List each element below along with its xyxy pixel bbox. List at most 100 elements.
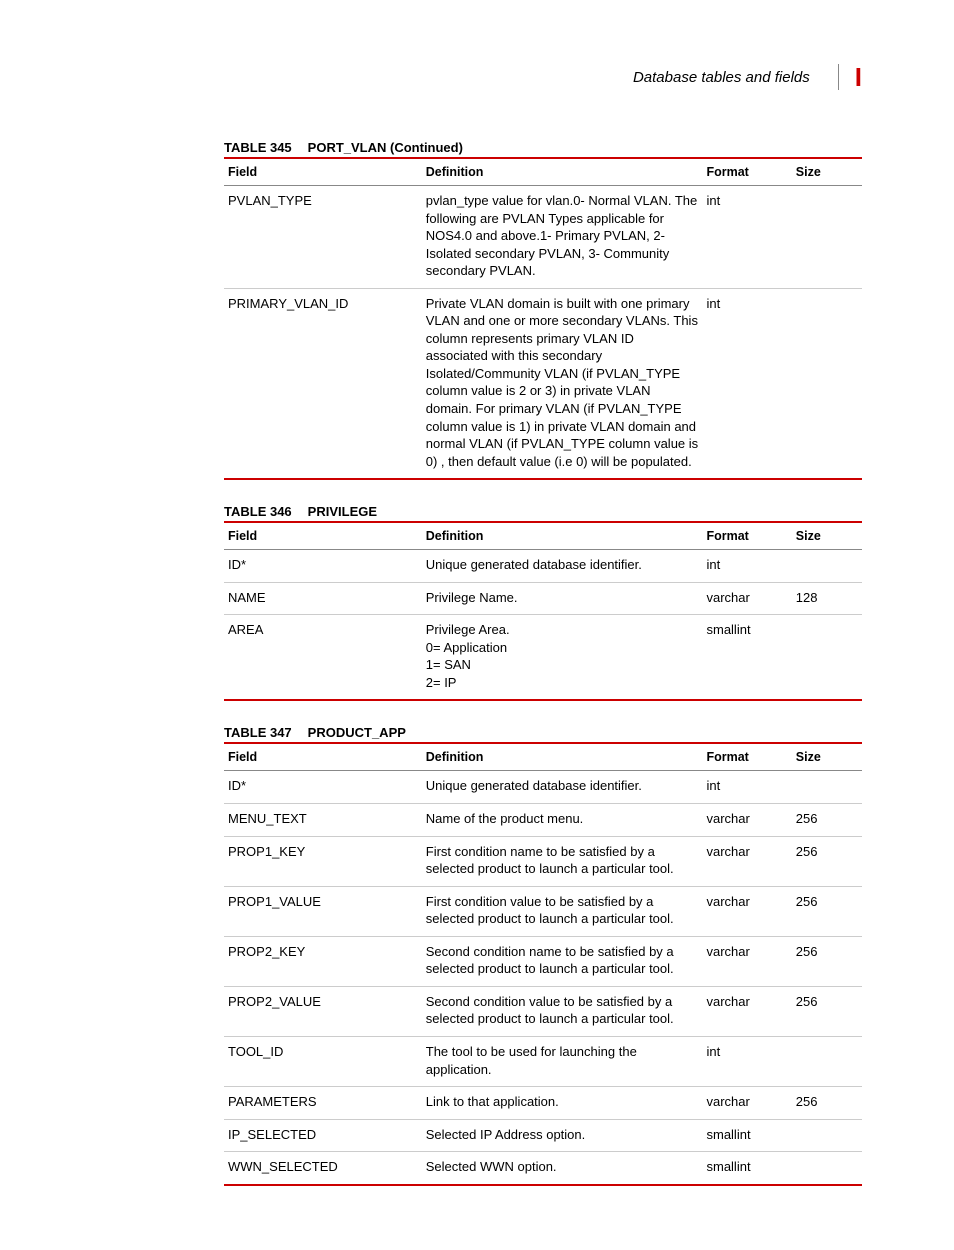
table-row: PARAMETERSLink to that application.varch… <box>224 1087 862 1120</box>
cell-size <box>792 550 862 583</box>
column-header-size: Size <box>792 522 862 550</box>
cell-format: varchar <box>702 804 791 837</box>
cell-definition: pvlan_type value for vlan.0- Normal VLAN… <box>422 186 703 289</box>
cell-format: int <box>702 186 791 289</box>
definition-line: Privilege Name. <box>426 589 699 607</box>
table-row: IP_SELECTEDSelected IP Address option.sm… <box>224 1119 862 1152</box>
table-caption: TABLE 347PRODUCT_APP <box>224 725 862 740</box>
cell-size: 256 <box>792 936 862 986</box>
column-header-definition: Definition <box>422 158 703 186</box>
cell-field: AREA <box>224 615 422 701</box>
cell-definition: Second condition value to be satisfied b… <box>422 986 703 1036</box>
table-row: AREAPrivilege Area.0= Application1= SAN2… <box>224 615 862 701</box>
definition-line: Unique generated database identifier. <box>426 556 699 574</box>
table-row: TOOL_IDThe tool to be used for launching… <box>224 1036 862 1086</box>
cell-field: PROP2_VALUE <box>224 986 422 1036</box>
cell-field: IP_SELECTED <box>224 1119 422 1152</box>
cell-format: int <box>702 288 791 479</box>
column-header-field: Field <box>224 743 422 771</box>
cell-size <box>792 186 862 289</box>
column-header-format: Format <box>702 743 791 771</box>
data-table: FieldDefinitionFormatSizeID*Unique gener… <box>224 521 862 701</box>
column-header-definition: Definition <box>422 743 703 771</box>
page-root: Database tables and fields I TABLE 345 PO… <box>0 0 954 1250</box>
cell-definition: The tool to be used for launching the ap… <box>422 1036 703 1086</box>
definition-line: Link to that application. <box>426 1093 699 1111</box>
cell-size <box>792 288 862 479</box>
section-title: Database tables and fields <box>633 69 810 86</box>
cell-definition: Second condition name to be satisfied by… <box>422 936 703 986</box>
table-number: TABLE 346 <box>224 504 292 519</box>
column-header-field: Field <box>224 522 422 550</box>
cell-field: PROP1_VALUE <box>224 886 422 936</box>
cell-size: 256 <box>792 986 862 1036</box>
cell-definition: First condition value to be satisfied by… <box>422 886 703 936</box>
cell-format: varchar <box>702 886 791 936</box>
definition-line: Second condition value to be satisfied b… <box>426 993 699 1028</box>
definition-line: First condition value to be satisfied by… <box>426 893 699 928</box>
page-header: Database tables and fields I <box>224 64 862 90</box>
cell-definition: Name of the product menu. <box>422 804 703 837</box>
cell-format: smallint <box>702 1152 791 1185</box>
table-title: PORT_VLAN (Continued) <box>308 140 463 155</box>
cell-size: 256 <box>792 804 862 837</box>
data-table: FieldDefinitionFormatSizePVLAN_TYPEpvlan… <box>224 157 862 480</box>
cell-format: smallint <box>702 615 791 701</box>
cell-format: int <box>702 1036 791 1086</box>
cell-field: WWN_SELECTED <box>224 1152 422 1185</box>
table-caption: TABLE 345 PORT_VLAN (Continued) <box>224 140 862 155</box>
definition-line: First condition name to be satisfied by … <box>426 843 699 878</box>
cell-field: TOOL_ID <box>224 1036 422 1086</box>
cell-size: 256 <box>792 836 862 886</box>
cell-size: 128 <box>792 582 862 615</box>
cell-format: int <box>702 771 791 804</box>
table-number: TABLE 347 <box>224 725 292 740</box>
column-header-format: Format <box>702 522 791 550</box>
cell-size: 256 <box>792 1087 862 1120</box>
table-row: ID*Unique generated database identifier.… <box>224 550 862 583</box>
table-row: PVLAN_TYPEpvlan_type value for vlan.0- N… <box>224 186 862 289</box>
cell-definition: Selected IP Address option. <box>422 1119 703 1152</box>
table-row: NAMEPrivilege Name.varchar128 <box>224 582 862 615</box>
cell-field: MENU_TEXT <box>224 804 422 837</box>
cell-size <box>792 1119 862 1152</box>
cell-definition: Private VLAN domain is built with one pr… <box>422 288 703 479</box>
definition-line: Second condition name to be satisfied by… <box>426 943 699 978</box>
cell-format: varchar <box>702 582 791 615</box>
cell-format: varchar <box>702 986 791 1036</box>
tables-container: TABLE 345PORT_VLAN (Continued)FieldDefin… <box>224 140 862 1186</box>
column-header-size: Size <box>792 743 862 771</box>
cell-definition: Link to that application. <box>422 1087 703 1120</box>
cell-format: varchar <box>702 836 791 886</box>
definition-line: Private VLAN domain is built with one pr… <box>426 295 699 470</box>
data-table: FieldDefinitionFormatSizeID*Unique gener… <box>224 742 862 1185</box>
table-row: PRIMARY_VLAN_IDPrivate VLAN domain is bu… <box>224 288 862 479</box>
cell-definition: First condition name to be satisfied by … <box>422 836 703 886</box>
cell-format: int <box>702 550 791 583</box>
table-row: PROP2_VALUESecond condition value to be … <box>224 986 862 1036</box>
cell-field: ID* <box>224 771 422 804</box>
table-number: TABLE 345 <box>224 140 292 155</box>
definition-line: 2= IP <box>426 674 699 692</box>
cell-field: PARAMETERS <box>224 1087 422 1120</box>
definition-line: Selected WWN option. <box>426 1158 699 1176</box>
definition-line: Selected IP Address option. <box>426 1126 699 1144</box>
cell-size <box>792 1152 862 1185</box>
table-row: ID*Unique generated database identifier.… <box>224 771 862 804</box>
column-header-field: Field <box>224 158 422 186</box>
cell-field: ID* <box>224 550 422 583</box>
cell-definition: Unique generated database identifier. <box>422 550 703 583</box>
column-header-format: Format <box>702 158 791 186</box>
cell-size <box>792 1036 862 1086</box>
definition-line: 1= SAN <box>426 656 699 674</box>
cell-size: 256 <box>792 886 862 936</box>
definition-line: pvlan_type value for vlan.0- Normal VLAN… <box>426 192 699 280</box>
cell-definition: Privilege Name. <box>422 582 703 615</box>
cell-format: varchar <box>702 936 791 986</box>
cell-size <box>792 771 862 804</box>
column-header-definition: Definition <box>422 522 703 550</box>
cell-definition: Unique generated database identifier. <box>422 771 703 804</box>
definition-line: 0= Application <box>426 639 699 657</box>
cell-definition: Privilege Area.0= Application1= SAN2= IP <box>422 615 703 701</box>
cell-definition: Selected WWN option. <box>422 1152 703 1185</box>
